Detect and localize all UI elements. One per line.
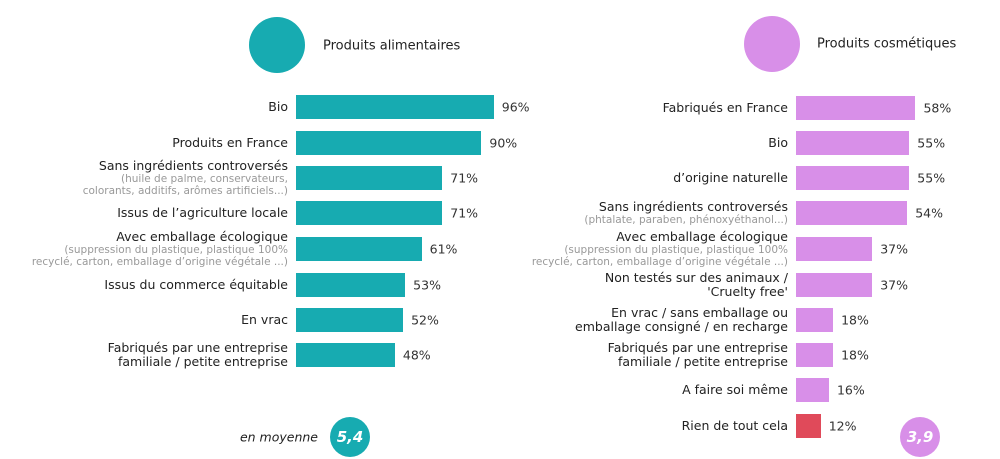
category-label: Avec emballage écologique [116,229,288,244]
label-group: d’origine naturelle [518,171,788,185]
bar [796,343,834,367]
value-label: 12% [828,418,857,434]
value-label: 90% [489,135,518,151]
category-note: (phtalate, paraben, phénoxyéthanol...) [584,214,788,226]
bar [796,308,834,332]
label-group: Avec emballage écologique (suppression du… [518,229,788,269]
bar [296,237,422,261]
bar [796,237,873,261]
label-group: Avec emballage écologique (suppression du… [18,229,288,269]
category-label: Avec emballage écologique [616,229,788,244]
category-label: Issus du commerce équitable [104,277,288,292]
label-group: Fabriqués par une entreprise familiale /… [518,341,788,369]
category-label: Non testés sur des animaux / 'Cruelty fr… [604,270,788,299]
value-label: 52% [411,312,439,328]
category-label: Bio [268,99,288,114]
bar [296,273,406,297]
label-group: Non testés sur des animaux / 'Cruelty fr… [518,271,788,299]
chart-icon [249,17,305,73]
category-note: (suppression du plastique, plastique 100… [531,244,788,268]
average-value: 3,9 [906,428,934,446]
label-group: Fabriqués en France [518,101,788,115]
label-group: Issus de l’agriculture locale [18,206,288,220]
category-label: Rien de tout cela [681,418,788,433]
bar [296,95,494,119]
category-label: A faire soi même [682,382,788,397]
category-note: (huile de palme, conservateurs, colorant… [82,173,288,197]
label-group: Rien de tout cela [518,419,788,433]
value-label: 96% [501,99,530,115]
value-label: 53% [413,277,441,293]
label-group: En vrac / sans emballage ou emballage co… [518,306,788,334]
value-label: 61% [429,241,458,257]
value-label: 18% [841,347,869,363]
category-label: Fabriqués par une entreprise familiale /… [607,340,788,369]
value-label: 48% [402,347,431,363]
category-label: Fabriqués en France [662,100,788,115]
category-label: En vrac [241,312,288,327]
category-label: Sans ingrédients controversés [598,199,788,214]
bar [796,201,908,225]
average-badge: 3,9 [900,417,940,457]
value-label: 37% [880,277,909,293]
label-group: Bio [518,136,788,150]
bar [296,166,443,190]
category-label: En vrac / sans emballage ou emballage co… [575,305,788,334]
value-label: 71% [450,170,479,186]
label-group: Issus du commerce équitable [18,278,288,292]
label-group: En vrac [18,313,288,327]
chart-icon [744,16,800,72]
category-label: Sans ingrédients controversés [98,158,288,173]
bar [796,273,873,297]
bar [796,414,821,438]
average-value: 5,4 [336,428,364,446]
bar [296,343,395,367]
label-group: Sans ingrédients controversés (huile de p… [18,158,288,198]
bar [296,131,482,155]
category-label: Fabriqués par une entreprise familiale /… [107,340,288,369]
value-label: 55% [917,135,946,151]
bar [796,378,829,402]
label-group: Sans ingrédients controversés (phtalate, … [518,199,788,227]
value-label: 16% [836,382,865,398]
category-label: Produits en France [172,135,288,150]
category-label: d’origine naturelle [673,170,788,185]
category-note: (suppression du plastique, plastique 100… [31,244,288,268]
category-label: Bio [768,135,788,150]
value-label: 58% [923,100,952,116]
bar [796,166,910,190]
value-label: 54% [915,205,944,221]
label-group: A faire soi même [518,383,788,397]
chart-title: Produits cosmétiques [817,36,957,52]
label-group: Bio [18,100,288,114]
average-badge: 5,4 [330,417,370,457]
chart-title: Produits alimentaires [323,38,461,54]
label-group: Fabriqués par une entreprise familiale /… [18,341,288,369]
bar [796,131,910,155]
bar [796,96,916,120]
label-group: Produits en France [18,136,288,150]
average-label: en moyenne [239,429,318,445]
value-label: 55% [917,170,946,186]
bar [296,201,443,225]
value-label: 37% [880,241,909,257]
category-label: Issus de l’agriculture locale [117,205,288,220]
value-label: 18% [841,312,869,328]
value-label: 71% [450,205,479,221]
bar [296,308,404,332]
